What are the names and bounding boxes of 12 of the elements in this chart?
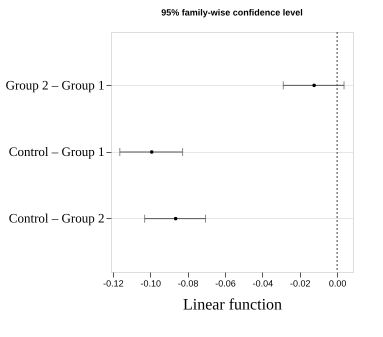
- x-tick-label: -0.08: [178, 278, 198, 288]
- y-tick-label: Control – Group 1: [8, 144, 104, 159]
- x-tick-label: -0.04: [252, 278, 274, 288]
- x-tick-label: 0.00: [328, 278, 346, 288]
- chart-title: 95% family-wise confidence level: [161, 8, 303, 18]
- x-axis-title: Linear function: [182, 296, 282, 314]
- x-tick-label: -0.06: [215, 278, 236, 288]
- x-tick-label: -0.02: [290, 278, 310, 288]
- y-tick-label: Group 2 – Group 1: [6, 77, 104, 92]
- y-tick-label: Control – Group 2: [8, 210, 104, 226]
- x-tick-label: -0.10: [140, 278, 161, 288]
- x-tick-label: -0.12: [103, 278, 124, 288]
